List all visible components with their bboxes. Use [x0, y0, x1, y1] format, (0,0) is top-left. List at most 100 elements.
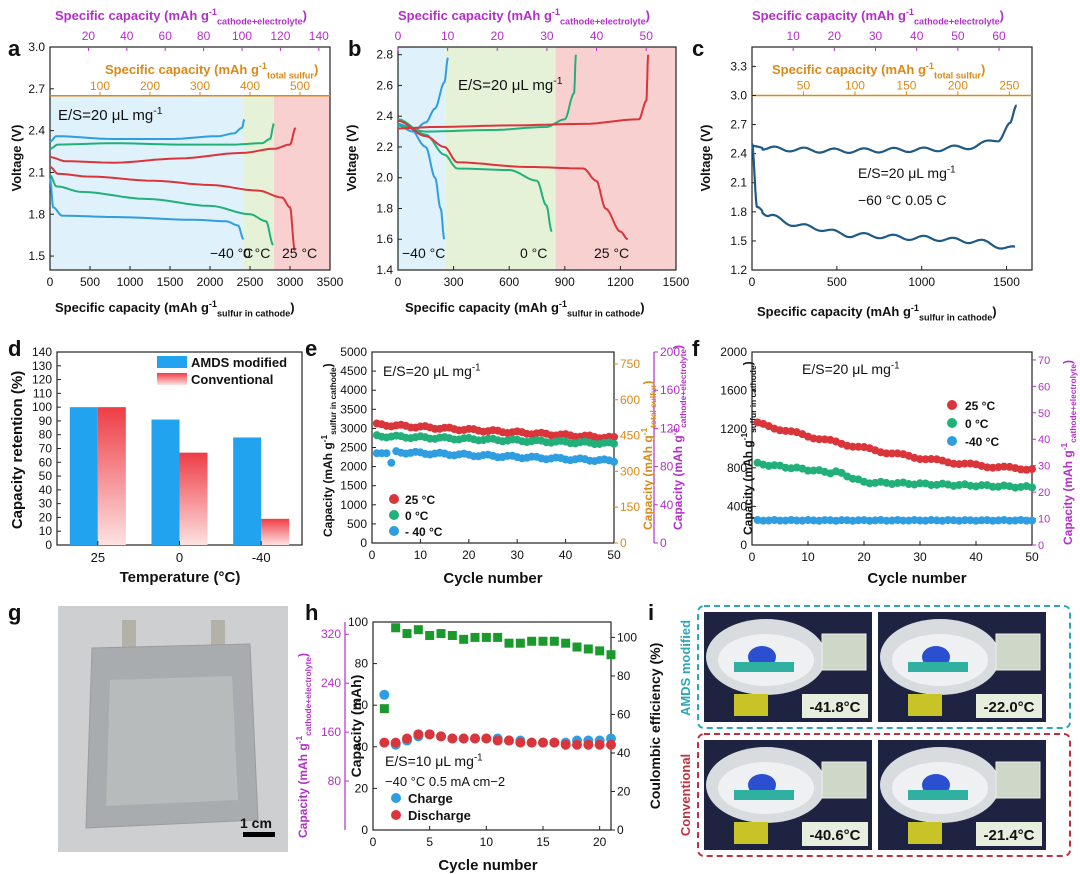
region-low-temp [50, 95, 244, 270]
point-h-Discharge [492, 735, 503, 746]
point-f-0 °C [988, 482, 997, 491]
region-zero [445, 47, 556, 270]
right-tick-label: 50 [1038, 408, 1050, 420]
board [908, 822, 942, 844]
y-tick-label: 1.4 [376, 263, 393, 277]
legend-b-1: −40 °C [402, 245, 445, 261]
y-tick-label: 10 [39, 524, 53, 538]
x-tick-label: 0 [370, 835, 377, 849]
y-axis-title-h: Capacity (mAh) [348, 675, 364, 778]
title-sup: -1 [209, 299, 217, 309]
y-tick-label: 1.8 [730, 205, 747, 219]
top-tick-label: 50 [951, 29, 965, 43]
y-tick-label: 2000 [720, 345, 747, 359]
y-tick-label: 120 [32, 373, 52, 387]
y-tick-label: 1000 [340, 498, 367, 512]
series-25 °C-discharge [397, 119, 629, 241]
y-tick-label: 1200 [720, 422, 747, 436]
legend-dot [389, 510, 399, 520]
y-tick-label: 1.6 [376, 232, 393, 246]
title-main: Specific capacity (mAh g [398, 8, 552, 23]
top-tick-label: 20 [491, 29, 505, 43]
x-tick-label: 500 [80, 275, 100, 289]
point-f--40 °C [792, 516, 801, 525]
left-tick-label: 240 [321, 676, 341, 690]
x-tick-label: 50 [607, 548, 621, 562]
x-tick-label: 1000 [117, 275, 144, 289]
x-tick-label: 25 [91, 550, 105, 565]
point-ce [583, 644, 593, 654]
y-tick-label: 2.4 [730, 147, 747, 161]
point-f--40 °C [759, 516, 768, 525]
title-main: Specific capacity (mAh g [757, 304, 911, 319]
point-f-0 °C [927, 481, 936, 490]
y-tick-label: 4500 [340, 364, 367, 378]
panel-label-h: h [305, 600, 318, 625]
y-tick-label: 60 [355, 698, 369, 712]
holder [734, 790, 794, 800]
point-h-Discharge [572, 739, 582, 750]
x-tick-label: 0 [369, 548, 376, 562]
x-axis-title-d: Temperature (°C) [120, 569, 241, 586]
legend-dot [391, 810, 401, 820]
annotation-b: E/S=20 μL mg-1 [458, 75, 563, 94]
y-tick-label: 3500 [340, 402, 367, 416]
temp-display [802, 694, 868, 718]
y-axis-title-c: Voltage (V) [698, 125, 713, 192]
inner-tick-label: 200 [140, 79, 160, 93]
panel-label-c: c [692, 36, 704, 61]
legend-a-1: −40 °C [210, 245, 253, 261]
legend-amds: AMDS modified [191, 355, 287, 370]
point-ce [561, 638, 571, 648]
title-sup: -1 [559, 299, 567, 309]
title-main: Specific capacity (mAh g [772, 62, 926, 77]
right-tick-label: 80 [617, 669, 631, 683]
x-tick-label: 500 [827, 275, 847, 289]
bar-conventional-25 [97, 407, 126, 545]
y-tick-label: 0 [361, 823, 368, 837]
x-tick-label: 50 [1025, 550, 1039, 564]
title-sub: cathode+electrolyte [303, 657, 313, 736]
x-tick-label: 0 [395, 275, 402, 289]
y-tick-label: 1.2 [730, 263, 747, 277]
point-f--40 °C [776, 516, 784, 525]
scale-label: 1 cm [240, 815, 272, 831]
right-tick-label: 60 [617, 707, 631, 721]
legend-e-2: - 40 °C [405, 525, 443, 539]
inner-tick-label: 100 [90, 79, 110, 93]
point-f-25 °C [815, 435, 824, 444]
point-f-25 °C [1028, 465, 1036, 474]
title-close: ) [741, 361, 755, 365]
legend-b-2: 0 °C [520, 245, 547, 261]
title-sup: -1 [319, 435, 329, 443]
legend-e-1: 0 °C [405, 509, 429, 523]
x-tick-label: 3500 [317, 275, 344, 289]
point-ce [379, 704, 389, 714]
right-tick-label: 750 [620, 357, 640, 371]
point-h-Discharge [606, 739, 616, 750]
y-tick-label: 20 [39, 510, 53, 524]
title-sup: -1 [259, 61, 267, 71]
title-sub: total sulfur [648, 384, 658, 428]
point-ce [549, 636, 559, 646]
point-ce [470, 632, 480, 642]
x-tick-label: 1500 [157, 275, 184, 289]
series-0 °C-charge [49, 123, 275, 150]
title-close: ) [314, 62, 318, 77]
y-tick-label: 140 [32, 345, 52, 359]
title-main: Capacity (mAh g [641, 435, 655, 530]
top-tick-label: 20 [828, 29, 842, 43]
point-ce [515, 638, 525, 648]
x-tick-label: 0 [176, 550, 183, 565]
y-tick-label: 40 [39, 483, 53, 497]
title-close: ) [1061, 360, 1075, 364]
x-tick-label: 1000 [908, 275, 935, 289]
row-label-amds: AMDS modified [678, 620, 693, 716]
title-sub: cathode+electrolyte [678, 349, 688, 428]
right-tick-label: 20 [617, 784, 631, 798]
plot-frame-c [751, 46, 1033, 271]
top-tick-label: 60 [159, 29, 173, 43]
point-f-25 °C [888, 449, 896, 458]
legend-b-3: 25 °C [594, 245, 629, 261]
